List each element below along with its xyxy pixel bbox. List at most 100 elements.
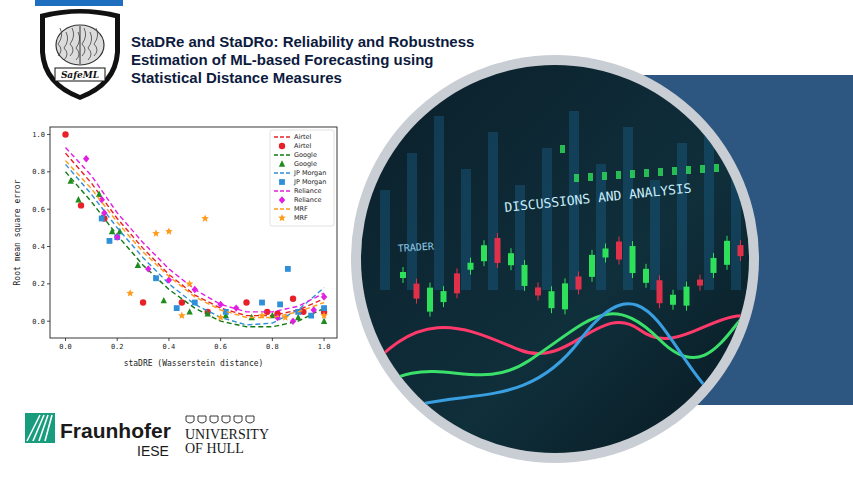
- title-line: StaDRe and StaDRo: Reliability and Robus…: [131, 33, 474, 50]
- y-tick-label: 0.6: [32, 206, 45, 214]
- point: [126, 289, 134, 296]
- legend-line: [274, 136, 290, 137]
- point: [62, 131, 68, 137]
- brain: [56, 25, 104, 65]
- candle-small: [630, 170, 635, 178]
- candle-body: [643, 269, 649, 283]
- image-ring: [351, 55, 759, 463]
- candle-small: [644, 169, 649, 177]
- point: [114, 234, 120, 240]
- point: [107, 238, 113, 244]
- point: [233, 304, 239, 311]
- point: [217, 301, 223, 308]
- legend-line: [274, 154, 290, 155]
- point: [192, 300, 198, 306]
- brain-split: [80, 26, 81, 64]
- safeml-logo: SafeML: [40, 9, 120, 100]
- x-tick-label: 0.6: [214, 343, 227, 351]
- point: [290, 296, 296, 302]
- curve-green: [360, 300, 760, 400]
- fraunhofer-unit: IESE: [137, 443, 169, 459]
- candle-body: [400, 272, 406, 278]
- legend-line: [274, 172, 290, 173]
- hull-crest: [246, 416, 254, 423]
- shield-inner: [45, 14, 115, 96]
- point: [201, 215, 209, 222]
- legend-line: [274, 190, 290, 191]
- point: [114, 233, 120, 240]
- brain-line: [70, 28, 74, 56]
- candle-body: [711, 258, 717, 273]
- logo-text: SafeML: [61, 70, 99, 80]
- legend-marker: [278, 214, 286, 221]
- image: DISCUSSIONS AND ANALYSISTRADER: [355, 59, 760, 459]
- fraunhofer-text: Fraunhofer: [60, 419, 171, 442]
- candle-body: [589, 255, 595, 277]
- glow-bar: [407, 153, 417, 290]
- candle-small: [672, 167, 677, 175]
- x-tick: [117, 338, 118, 341]
- y-tick-label: 1.0: [32, 131, 45, 139]
- x-tick: [220, 338, 221, 341]
- x-tick-label: 0.4: [163, 343, 176, 351]
- point: [179, 299, 185, 305]
- point: [78, 202, 84, 208]
- candle-body: [481, 245, 487, 261]
- candle-small: [658, 168, 663, 176]
- legend-label: JP Morgan: [293, 178, 326, 186]
- brain-line: [94, 28, 98, 56]
- candle-body: [724, 241, 730, 265]
- legend-line: [274, 208, 290, 209]
- legend: AirtelAirtelGoogleGoogleJP MorganJP Morg…: [270, 130, 334, 226]
- candle-body: [427, 288, 433, 312]
- legend-label: MRF: [294, 214, 308, 222]
- legend-label: MRF: [294, 205, 308, 213]
- shield-outer: [40, 9, 120, 100]
- candle-small: [602, 172, 607, 180]
- glow-bar: [488, 132, 498, 290]
- candle-small: [588, 173, 593, 181]
- hull-crest: [210, 416, 218, 423]
- point: [145, 265, 151, 272]
- legend-label: Airtel: [294, 133, 311, 141]
- candle-small: [714, 164, 719, 172]
- legend-marker: [279, 143, 285, 149]
- candle-body: [495, 238, 501, 263]
- point: [109, 228, 115, 234]
- candle-body: [630, 246, 636, 273]
- candle-body: [414, 284, 420, 299]
- candle-body: [522, 265, 528, 286]
- candle-body: [454, 273, 460, 293]
- y-tick-label: 0.0: [32, 318, 45, 326]
- candle-body: [508, 253, 514, 265]
- point: [153, 275, 159, 281]
- candle-small: [616, 171, 621, 179]
- point: [205, 310, 211, 316]
- x-tick: [272, 338, 273, 341]
- background: [0, 0, 853, 480]
- fraunhofer-icon: [25, 413, 55, 443]
- candle-body: [549, 291, 555, 308]
- point: [321, 293, 327, 300]
- title-line: Statistical Distance Measures: [131, 69, 342, 86]
- x-tick-label: 0.0: [59, 343, 72, 351]
- point: [67, 177, 73, 183]
- x-tick: [324, 338, 325, 341]
- candle-body: [738, 245, 744, 256]
- title-line: Estimation of ML-based Forecasting using: [131, 51, 434, 68]
- candle-body: [576, 276, 582, 289]
- glow-bar: [596, 164, 606, 290]
- point: [277, 301, 283, 307]
- point: [192, 286, 198, 293]
- curve-red: [360, 316, 760, 380]
- point: [75, 196, 81, 202]
- fraunhofer-stripe: [45, 415, 52, 441]
- legend-label: Google: [294, 151, 317, 159]
- point: [178, 312, 186, 319]
- point: [258, 312, 266, 319]
- candle-body: [697, 280, 703, 286]
- point: [161, 297, 167, 303]
- logo-label-box: [55, 68, 105, 81]
- glow-bar: [434, 116, 444, 290]
- x-axis-label: staDRE (Wasserstein distance): [124, 359, 264, 368]
